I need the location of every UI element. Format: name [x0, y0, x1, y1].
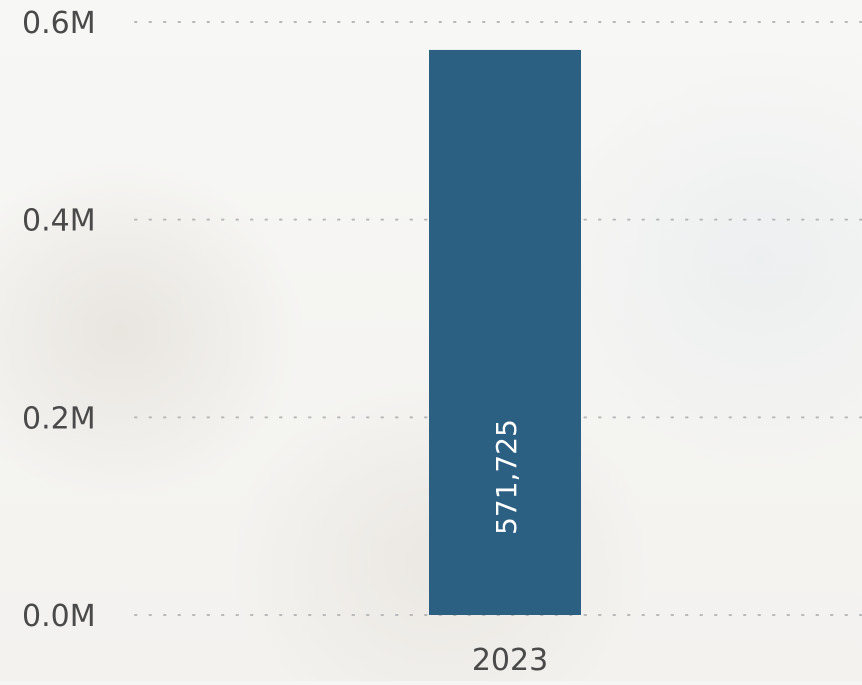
- y-axis-ticks: 0.0M 0.2M 0.4M 0.6M: [22, 6, 96, 634]
- y-tick-label: 0.0M: [22, 599, 96, 634]
- y-tick-label: 0.2M: [22, 401, 96, 436]
- x-axis-ticks: 2023: [472, 643, 548, 678]
- x-tick-label: 2023: [472, 643, 548, 678]
- y-tick-label: 0.6M: [22, 6, 96, 41]
- bars: 571,725: [429, 49, 581, 615]
- y-tick-label: 0.4M: [22, 204, 96, 239]
- bar-data-label: 571,725: [490, 419, 523, 535]
- bar[interactable]: [429, 49, 581, 615]
